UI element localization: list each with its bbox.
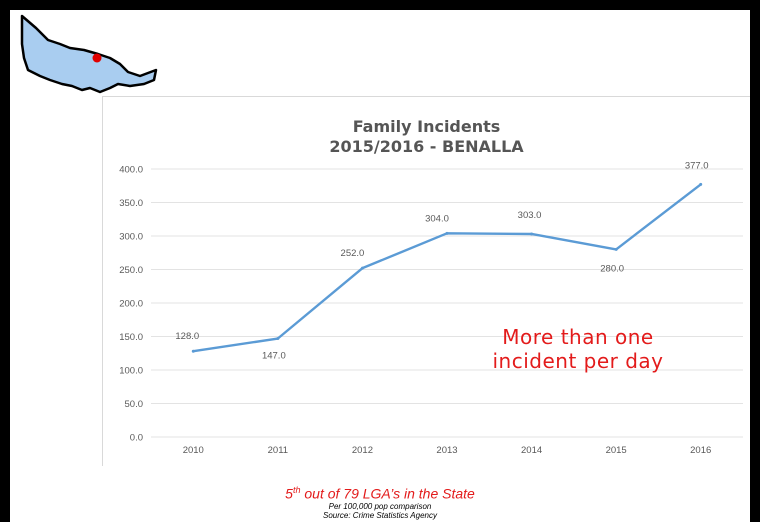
y-tick-label: 150.0	[119, 332, 143, 343]
data-label: 303.0	[518, 210, 542, 221]
footer-note: Per 100,000 pop comparison Source: Crime…	[10, 502, 750, 520]
location-marker	[92, 53, 102, 63]
line-chart: 0.0 50.0 100.0 150.0 200.0 250.0 300.0 350.0 400…	[119, 160, 743, 456]
data-point	[699, 182, 703, 186]
data-label: 377.0	[685, 160, 709, 171]
x-tick-label: 2011	[268, 445, 288, 456]
x-tick-label: 2014	[521, 445, 542, 456]
rank-text: out of 79 LGA’s in the State	[300, 485, 475, 502]
x-tick-label: 2012	[352, 445, 373, 456]
data-point	[614, 247, 618, 251]
y-tick-label: 100.0	[119, 366, 143, 377]
x-tick-label: 2016	[690, 445, 711, 456]
data-label: 280.0	[600, 263, 624, 274]
data-label: 128.0	[175, 331, 199, 342]
callout-text: More than one incident per day	[473, 325, 683, 373]
chart-panel: Family Incidents 2015/2016 - BENALLA 0.0…	[102, 96, 750, 466]
y-tick-label: 400.0	[119, 165, 143, 176]
y-tick-label: 50.0	[125, 399, 144, 410]
data-label: 252.0	[341, 248, 365, 259]
callout-line-2: incident per day	[492, 349, 664, 373]
footer-note-1: Per 100,000 pop comparison	[328, 502, 432, 511]
data-label: 147.0	[262, 351, 286, 362]
y-tick-label: 0.0	[130, 433, 143, 444]
y-tick-label: 250.0	[119, 265, 143, 276]
footer-rank: 5th out of 79 LGA’s in the State	[10, 485, 750, 502]
data-label: 304.0	[425, 213, 449, 224]
data-point	[191, 349, 195, 353]
y-tick-label: 200.0	[119, 299, 143, 310]
y-tick-label: 350.0	[119, 198, 143, 209]
data-point	[276, 337, 280, 341]
callout-line-1: More than one	[502, 325, 654, 349]
x-tick-label: 2013	[436, 445, 457, 456]
victoria-map-icon	[20, 14, 158, 94]
slide: Family Incidents 2015/2016 - BENALLA 0.0…	[10, 10, 750, 522]
x-tick-label: 2015	[606, 445, 627, 456]
data-point	[360, 266, 364, 270]
x-tick-label: 2010	[183, 445, 204, 456]
footer-note-2: Source: Crime Statistics Agency	[323, 511, 437, 520]
rank-suffix: th	[292, 485, 301, 495]
rank-number: 5	[285, 485, 293, 502]
y-tick-label: 300.0	[119, 232, 143, 243]
data-point	[530, 232, 534, 236]
chart-title: Family Incidents	[352, 117, 501, 136]
chart-subtitle: 2015/2016 - BENALLA	[329, 137, 524, 156]
data-point	[445, 231, 449, 235]
